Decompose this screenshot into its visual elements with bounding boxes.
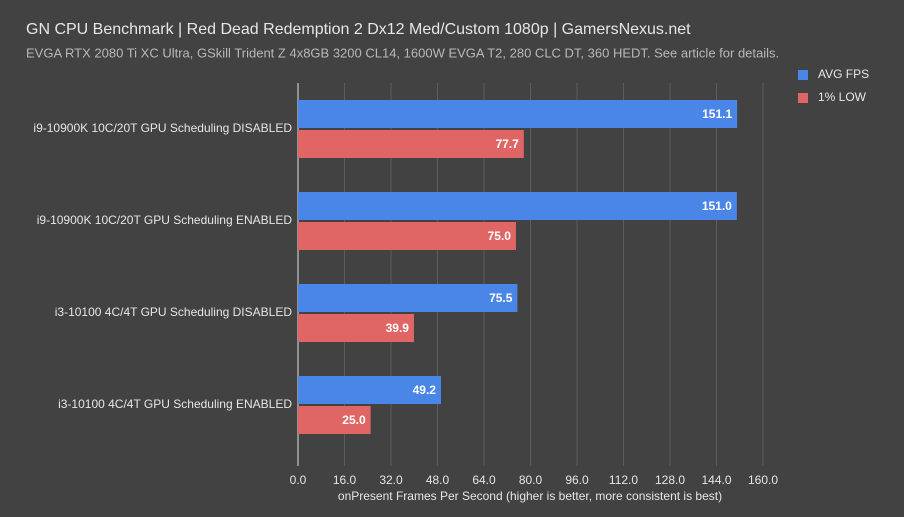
x-tick-label: 64.0 <box>472 473 496 487</box>
x-tick-label: 144.0 <box>701 473 731 487</box>
y-tick-label: i9-10900K 10C/20T GPU Scheduling DISABLE… <box>33 121 292 135</box>
bar <box>298 130 524 158</box>
x-tick-label: 160.0 <box>748 473 778 487</box>
y-tick-label: i3-10100 4C/4T GPU Scheduling ENABLED <box>58 397 292 411</box>
x-tick-label: 112.0 <box>609 473 638 487</box>
chart-title: GN CPU Benchmark | Red Dead Redemption 2… <box>26 21 691 38</box>
legend-label: AVG FPS <box>818 67 869 81</box>
chart-subtitle: EVGA RTX 2080 Ti XC Ultra, GSkill Triden… <box>26 45 779 60</box>
x-tick-label: 32.0 <box>379 473 403 487</box>
legend-swatch <box>798 93 808 103</box>
x-tick-label: 128.0 <box>655 473 685 487</box>
bar <box>298 100 738 128</box>
data-label: 25.0 <box>342 413 366 427</box>
bar <box>298 284 518 312</box>
x-tick-label: 16.0 <box>333 473 357 487</box>
x-tick-label: 0.0 <box>290 473 307 487</box>
legend-label: 1% LOW <box>818 90 867 104</box>
data-label: 75.0 <box>488 229 512 243</box>
x-tick-label: 80.0 <box>519 473 543 487</box>
bar <box>298 376 441 404</box>
x-tick-label: 48.0 <box>426 473 450 487</box>
bar <box>298 192 737 220</box>
data-label: 151.0 <box>702 199 732 213</box>
x-axis-label: onPresent Frames Per Second (higher is b… <box>338 489 722 503</box>
bar <box>298 314 414 342</box>
bar <box>298 222 516 250</box>
data-label: 77.7 <box>495 137 519 151</box>
legend-swatch <box>798 70 808 80</box>
y-tick-label: i3-10100 4C/4T GPU Scheduling DISABLED <box>55 305 293 319</box>
data-label: 39.9 <box>386 321 410 335</box>
x-tick-label: 96.0 <box>565 473 589 487</box>
y-tick-label: i9-10900K 10C/20T GPU Scheduling ENABLED <box>37 213 293 227</box>
data-label: 151.1 <box>702 107 732 121</box>
data-label: 75.5 <box>489 291 513 305</box>
bar <box>298 406 371 434</box>
data-label: 49.2 <box>413 383 437 397</box>
